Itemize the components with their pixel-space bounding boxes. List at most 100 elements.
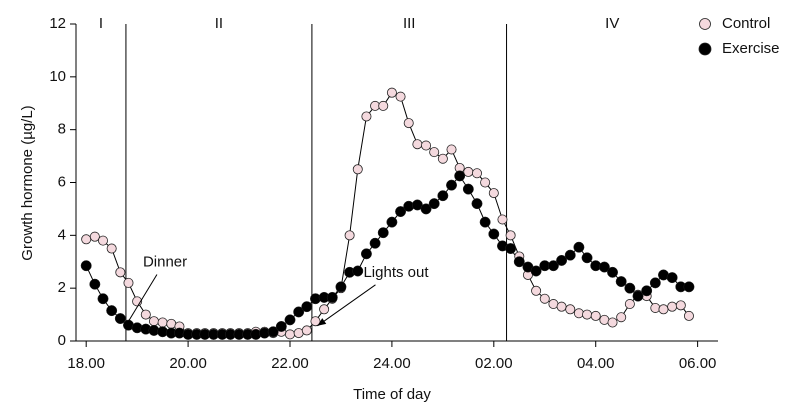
data-point [607, 317, 618, 328]
data-point [386, 216, 398, 228]
data-point [352, 265, 364, 277]
data-point [115, 267, 126, 278]
x-tick-label: 06.00 [679, 355, 717, 372]
data-point [284, 314, 296, 326]
y-tick-label: 6 [58, 173, 66, 190]
data-point [539, 293, 550, 304]
data-point [80, 260, 92, 272]
data-point [97, 293, 109, 305]
data-point [378, 100, 389, 111]
data-point [658, 304, 669, 315]
data-point [683, 281, 695, 293]
data-point [395, 206, 407, 218]
data-point [675, 300, 686, 311]
data-point [683, 310, 694, 321]
x-axis-label: Time of day [353, 386, 431, 403]
annotation: Lights out [363, 264, 429, 281]
data-point [471, 168, 482, 179]
data-point [89, 278, 101, 290]
data-point [140, 309, 151, 320]
annotation: Dinner [143, 253, 187, 270]
data-point [582, 309, 593, 320]
data-point [369, 237, 381, 249]
data-point [310, 316, 321, 327]
data-point [497, 214, 508, 225]
x-tick-label: 02.00 [475, 355, 513, 372]
data-point [335, 281, 347, 293]
data-point [106, 243, 117, 254]
data-point [377, 227, 389, 239]
data-point [114, 313, 126, 324]
data-point [429, 147, 440, 158]
legend-label: Control [722, 15, 770, 32]
data-point [275, 321, 287, 332]
data-point [293, 306, 305, 318]
x-tick-label: 22.00 [271, 355, 309, 372]
data-point [446, 144, 457, 155]
data-point [581, 252, 593, 264]
data-point [106, 305, 118, 317]
data-point [565, 304, 576, 315]
data-point [547, 260, 559, 272]
data-point [488, 188, 499, 199]
data-point [607, 266, 618, 278]
phase-label: IV [605, 15, 619, 32]
data-point [437, 190, 449, 202]
data-point [123, 277, 134, 288]
data-point [352, 164, 363, 175]
y-tick-label: 12 [49, 15, 66, 32]
data-point [556, 254, 568, 266]
series-line [86, 92, 690, 335]
data-point [564, 249, 576, 261]
data-point [157, 317, 168, 328]
data-point [462, 183, 474, 195]
data-point [471, 198, 483, 210]
data-point [650, 302, 661, 313]
data-point [505, 243, 517, 254]
data-point [488, 228, 500, 240]
data-point [284, 329, 295, 340]
data-point [301, 301, 313, 313]
data-point [624, 299, 635, 310]
x-tick-label: 04.00 [577, 355, 615, 372]
x-tick-label: 18.00 [67, 355, 105, 372]
phase-label: I [99, 15, 103, 32]
data-point [446, 179, 457, 191]
data-point [437, 153, 448, 164]
data-point [326, 291, 338, 303]
data-point [81, 234, 92, 245]
data-point [573, 241, 585, 253]
data-point [89, 231, 100, 242]
data-point [624, 282, 636, 294]
data-point [641, 285, 653, 297]
y-axis-label: Growth hormone (µg/L) [19, 105, 36, 260]
x-tick-label: 20.00 [169, 355, 207, 372]
data-point [386, 87, 397, 98]
data-point [403, 118, 414, 129]
data-point [530, 265, 542, 277]
y-tick-label: 4 [58, 226, 66, 243]
data-point [421, 140, 432, 151]
data-point [573, 308, 584, 319]
phase-label: II [215, 15, 223, 32]
data-point [531, 285, 542, 296]
data-point [98, 235, 109, 246]
legend-label: Exercise [722, 40, 780, 57]
data-point [319, 304, 330, 315]
data-point [632, 290, 644, 302]
data-point [479, 216, 491, 228]
data-point [667, 301, 678, 312]
phase-label: III [403, 15, 416, 32]
data-point [420, 203, 432, 215]
y-tick-label: 8 [58, 121, 66, 138]
data-point [556, 301, 567, 312]
y-tick-label: 2 [58, 279, 66, 296]
data-point [505, 230, 516, 241]
data-point [666, 272, 678, 284]
data-point [395, 91, 406, 102]
x-tick-label: 24.00 [373, 355, 411, 372]
data-point [649, 277, 661, 289]
data-point [148, 316, 159, 327]
annotation-arrow [317, 284, 376, 327]
